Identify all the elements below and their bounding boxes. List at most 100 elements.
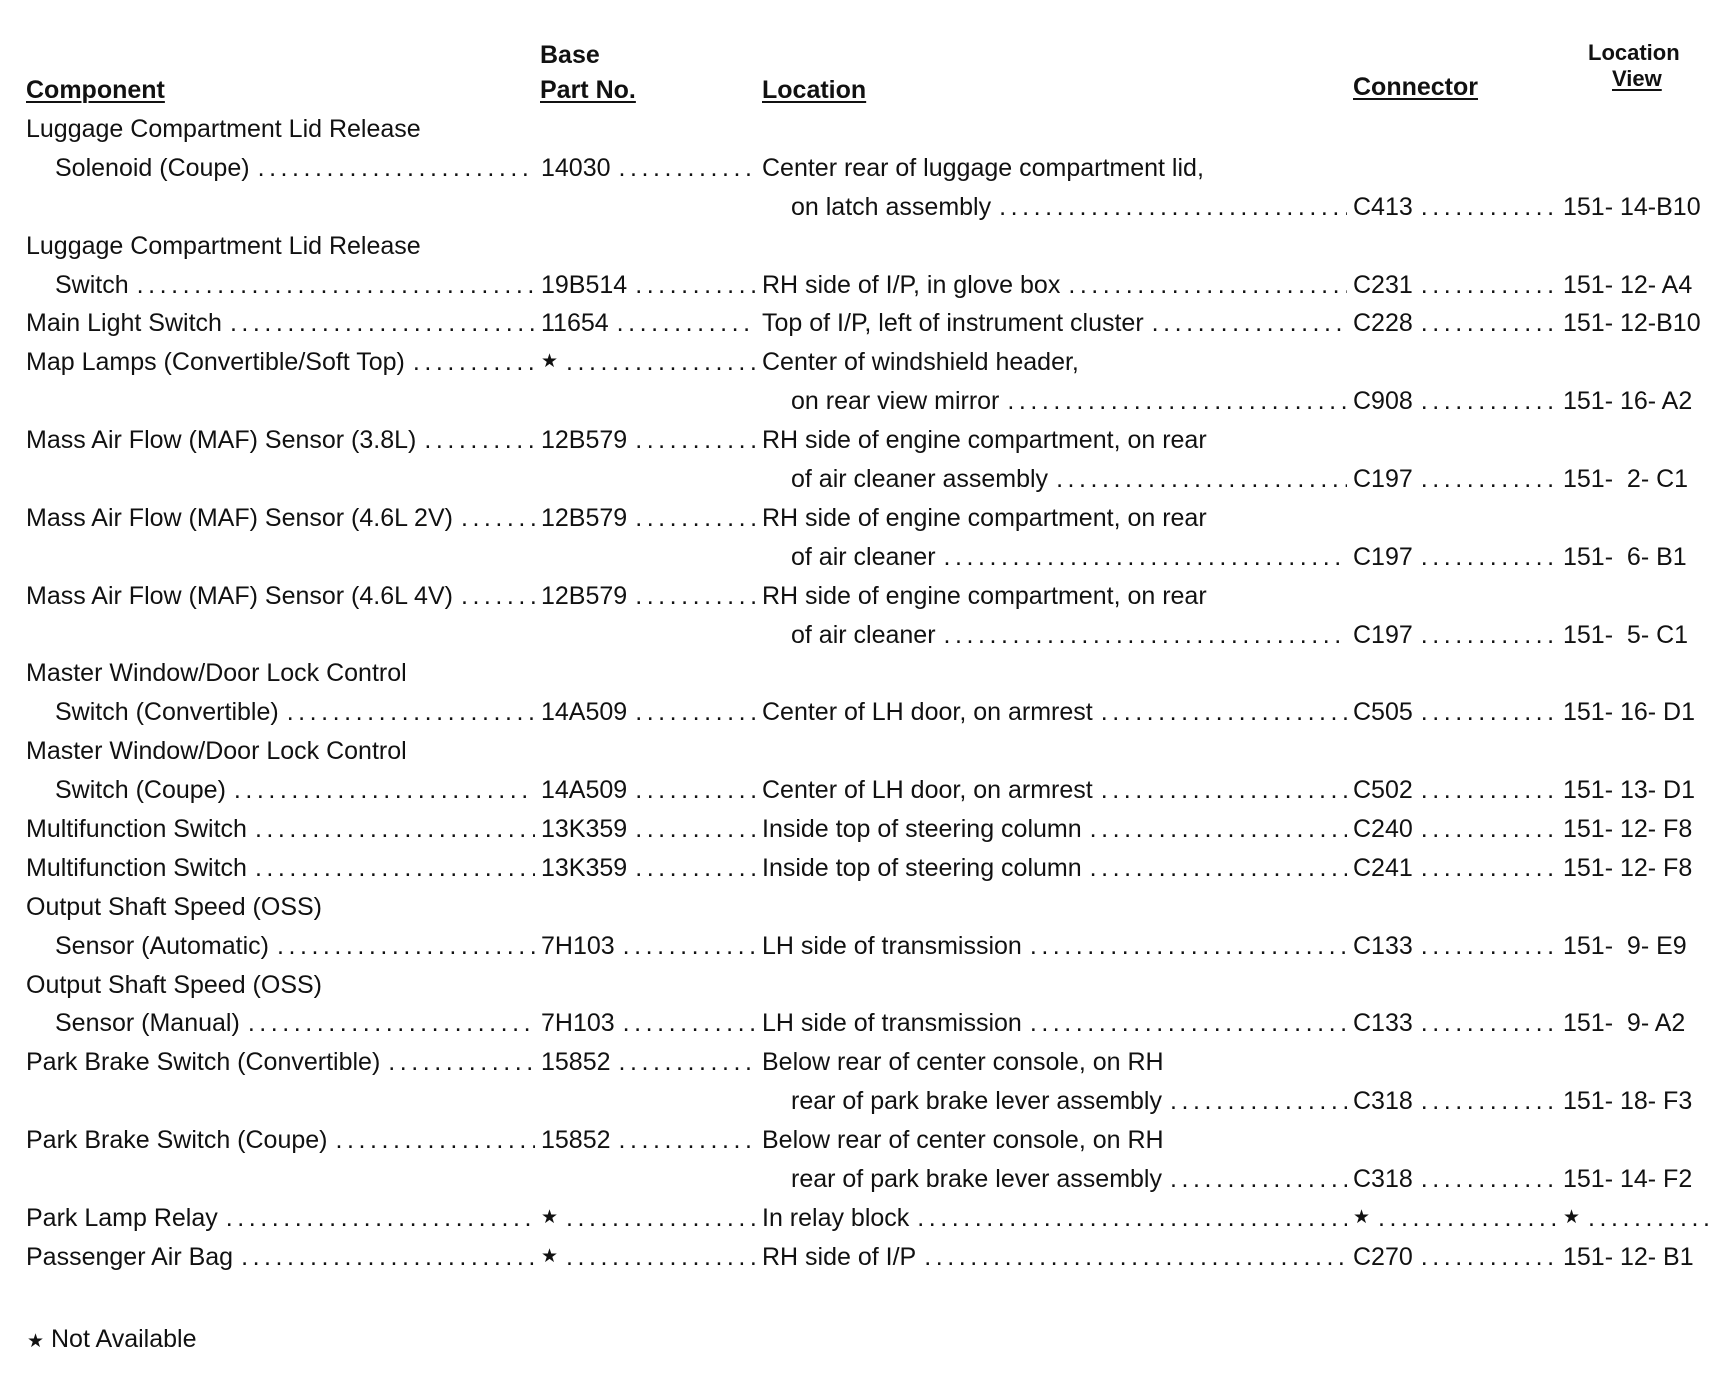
view-cell: 151- 12- F8	[1563, 810, 1692, 849]
dot-leader	[1101, 693, 1347, 732]
component-cell: Output Shaft Speed (OSS)	[26, 888, 322, 927]
component-cell: Main Light Switch	[26, 304, 541, 343]
table-line: Luggage Compartment Lid Release	[0, 227, 1732, 266]
location-text: Below rear of center console, on RH	[762, 1126, 1164, 1155]
location-text: Below rear of center console, on RH	[762, 1048, 1164, 1077]
view-text: 151- 9- A2	[1563, 1009, 1686, 1038]
dot-leader	[566, 1199, 756, 1238]
view-text: 151- 14- F2	[1563, 1165, 1693, 1194]
component-cell: Sensor (Manual)	[55, 1004, 541, 1043]
dot-leader	[241, 1238, 535, 1277]
table-line: Luggage Compartment Lid Release	[0, 110, 1732, 149]
table-line: rear of park brake lever assembly C318 151…	[0, 1082, 1732, 1121]
location-text: of air cleaner	[791, 620, 936, 649]
component-cell: Park Brake Switch (Convertible)	[26, 1043, 541, 1082]
component-text: Multifunction Switch	[26, 853, 247, 882]
component-text: Luggage Compartment Lid Release	[26, 115, 421, 143]
view-cell: 151- 12- A4	[1563, 266, 1692, 305]
table-line: Mass Air Flow (MAF) Sensor (4.6L 4V) 12B5…	[0, 577, 1732, 616]
dot-leader	[623, 1004, 756, 1043]
connector-cell: C318	[1353, 1160, 1563, 1199]
location-cell: Inside top of steering column	[762, 849, 1353, 888]
view-cell: 151- 9- E9	[1563, 927, 1687, 966]
star-icon: ★	[1563, 1206, 1581, 1228]
connector-text: C241	[1353, 853, 1413, 882]
location-text: rear of park brake lever assembly	[791, 1087, 1162, 1116]
view-cell: 151- 5- C1	[1563, 616, 1688, 655]
location-text: RH side of I/P, in glove box	[762, 270, 1061, 299]
dot-leader	[336, 1121, 535, 1160]
location-cell: Center rear of luggage compartment lid,	[762, 149, 1204, 188]
view-cell: 151- 14- F2	[1563, 1160, 1692, 1199]
table-row: Mass Air Flow (MAF) Sensor (4.6L 4V) 12B5…	[0, 577, 1732, 655]
table-row: Multifunction Switch 13K359 Inside top of …	[0, 810, 1732, 849]
part-text: 15852	[541, 1048, 611, 1077]
part-cell: ★	[541, 1238, 762, 1277]
table-row: Luggage Compartment Lid Release Solenoid …	[0, 110, 1732, 227]
dot-leader	[635, 577, 756, 616]
part-text: 14030	[541, 153, 611, 182]
connector-cell: C908	[1353, 382, 1563, 421]
view-text: 151- 12-B10	[1563, 309, 1701, 338]
connector-cell: C228	[1353, 304, 1563, 343]
connector-cell: C413	[1353, 188, 1563, 227]
connector-text: C231	[1353, 270, 1413, 299]
dot-leader	[635, 693, 756, 732]
table-row: Multifunction Switch 13K359 Inside top of …	[0, 849, 1732, 888]
component-cell: Switch (Coupe)	[55, 771, 541, 810]
location-text: rear of park brake lever assembly	[791, 1165, 1162, 1194]
table-row: Park Brake Switch (Convertible) 15852 Belo…	[0, 1043, 1732, 1121]
part-cell: 7H103	[541, 927, 762, 966]
location-cell: RH side of engine compartment, on rear	[762, 499, 1207, 538]
table-line: Mass Air Flow (MAF) Sensor (4.6L 2V) 12B5…	[0, 499, 1732, 538]
dot-leader	[619, 149, 756, 188]
table-line: Park Brake Switch (Coupe) 15852 Below rear…	[0, 1121, 1732, 1160]
location-cell: RH side of engine compartment, on rear	[762, 421, 1207, 460]
component-cell: Mass Air Flow (MAF) Sensor (3.8L)	[26, 421, 541, 460]
table-row: Master Window/Door Lock Control Switch (C…	[0, 654, 1732, 732]
part-cell: 12B579	[541, 421, 762, 460]
dot-leader	[1421, 304, 1557, 343]
view-cell: 151- 6- B1	[1563, 538, 1687, 577]
table-line: Output Shaft Speed (OSS)	[0, 966, 1732, 1005]
view-cell: 151- 13- D1	[1563, 771, 1695, 810]
table-line: Multifunction Switch 13K359 Inside top of …	[0, 849, 1732, 888]
location-cell: of air cleaner	[791, 616, 1353, 655]
dot-leader	[258, 149, 535, 188]
part-text: 15852	[541, 1126, 611, 1155]
part-text: 7H103	[541, 931, 615, 960]
component-cell: Mass Air Flow (MAF) Sensor (4.6L 2V)	[26, 499, 541, 538]
location-cell: of air cleaner	[791, 538, 1353, 577]
star-icon: ★	[541, 1245, 559, 1267]
component-text: Master Window/Door Lock Control	[26, 737, 407, 766]
dot-leader	[1170, 1082, 1347, 1121]
location-text: on rear view mirror	[791, 387, 1000, 416]
location-cell: on rear view mirror	[791, 382, 1353, 421]
part-text: 12B579	[541, 503, 628, 532]
table-line: Sensor (Manual) 7H103 LH side of transmiss…	[0, 1004, 1732, 1043]
component-text: Park Lamp Relay	[26, 1203, 218, 1232]
location-text: of air cleaner assembly	[791, 465, 1049, 494]
table-line: Multifunction Switch 13K359 Inside top of …	[0, 810, 1732, 849]
connector-text: C413	[1353, 192, 1413, 221]
dot-leader	[1421, 616, 1557, 655]
table-row: Park Lamp Relay ★ In relay block ★ ★	[0, 1199, 1732, 1238]
location-text: of air cleaner	[791, 542, 936, 571]
header-part-top: Base	[540, 41, 600, 69]
dot-leader	[1090, 810, 1347, 849]
part-text: 19B514	[541, 270, 628, 299]
dot-leader	[635, 849, 756, 888]
connector-cell: C231	[1353, 266, 1563, 305]
dot-leader	[635, 421, 756, 460]
location-cell: on latch assembly	[791, 188, 1353, 227]
view-text: 151- 12- A4	[1563, 270, 1693, 299]
dot-leader	[137, 266, 535, 305]
dot-leader	[1421, 849, 1557, 888]
location-cell: rear of park brake lever assembly	[791, 1082, 1353, 1121]
connector-cell: C241	[1353, 849, 1563, 888]
location-cell: Top of I/P, left of instrument cluster	[762, 304, 1353, 343]
star-icon: ★	[541, 1206, 559, 1228]
dot-leader	[924, 1238, 1347, 1277]
header-view-top: Location	[1588, 40, 1680, 65]
part-cell: 15852	[541, 1121, 762, 1160]
